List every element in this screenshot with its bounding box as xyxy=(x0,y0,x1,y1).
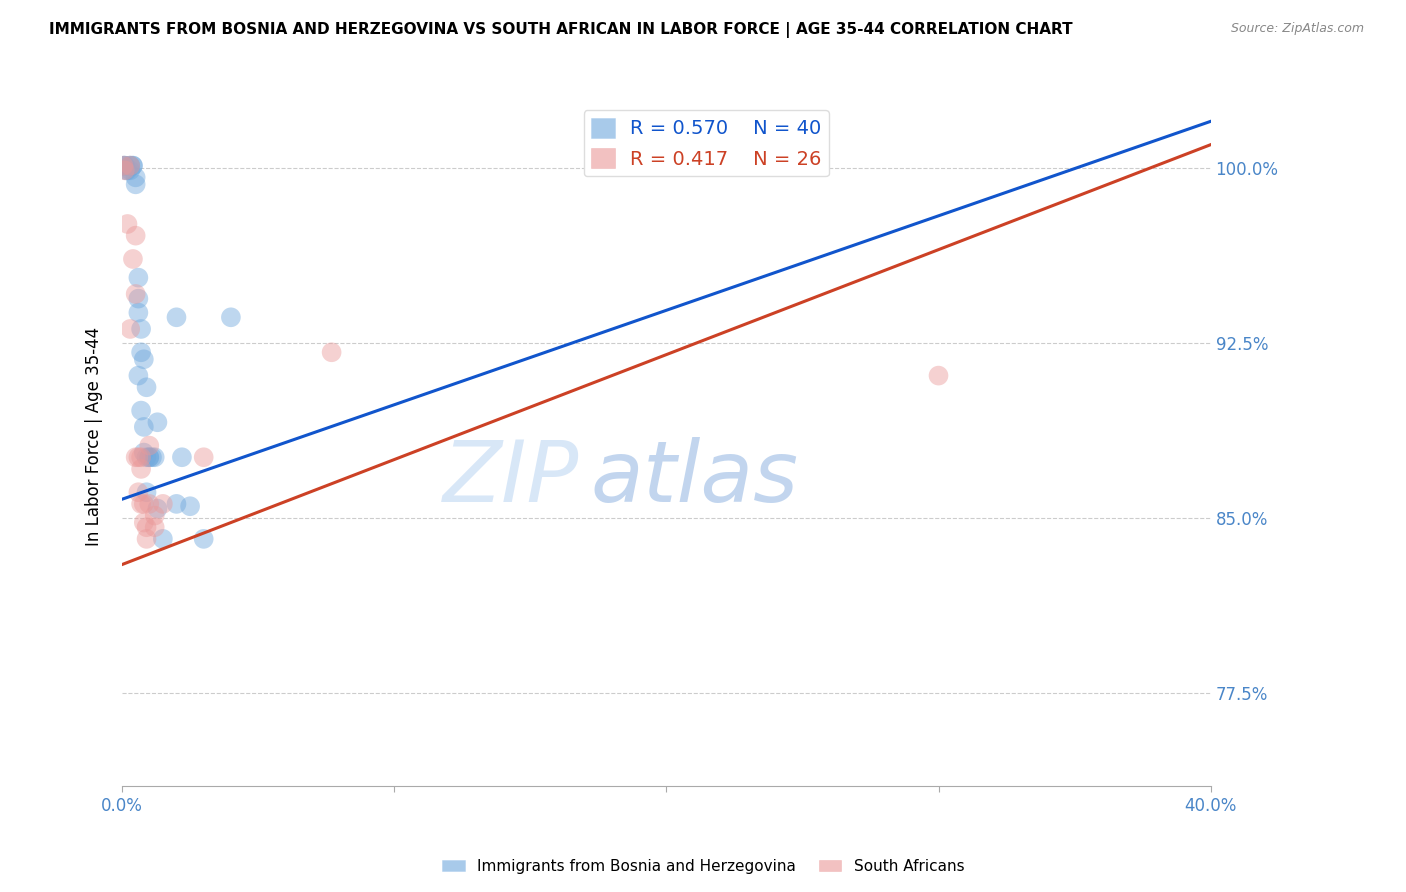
Point xyxy=(117,217,139,231)
Point xyxy=(219,310,242,325)
Point xyxy=(138,497,160,511)
Point xyxy=(120,159,142,173)
Point xyxy=(127,305,149,319)
Point xyxy=(127,450,149,465)
Point xyxy=(117,163,139,178)
Point xyxy=(132,352,155,367)
Point xyxy=(127,270,149,285)
Legend: Immigrants from Bosnia and Herzegovina, South Africans: Immigrants from Bosnia and Herzegovina, … xyxy=(436,853,970,880)
Point xyxy=(127,368,149,383)
Point xyxy=(129,450,152,465)
Point xyxy=(124,287,146,301)
Point xyxy=(135,485,157,500)
Point xyxy=(166,310,188,325)
Point xyxy=(143,450,166,465)
Point xyxy=(166,497,188,511)
Point xyxy=(141,450,163,465)
Point xyxy=(114,159,136,173)
Point xyxy=(129,345,152,359)
Point xyxy=(129,322,152,336)
Y-axis label: In Labor Force | Age 35-44: In Labor Force | Age 35-44 xyxy=(86,326,103,546)
Text: ZIP: ZIP xyxy=(443,437,579,520)
Point xyxy=(129,497,152,511)
Point xyxy=(135,380,157,394)
Point xyxy=(127,292,149,306)
Point xyxy=(152,497,174,511)
Point xyxy=(143,508,166,523)
Point xyxy=(179,500,201,514)
Point xyxy=(138,450,160,465)
Point xyxy=(112,159,135,173)
Point xyxy=(114,163,136,178)
Legend: R = 0.570    N = 40, R = 0.417    N = 26: R = 0.570 N = 40, R = 0.417 N = 26 xyxy=(583,110,830,177)
Point xyxy=(143,520,166,534)
Point xyxy=(138,450,160,465)
Point xyxy=(122,159,145,173)
Point xyxy=(193,450,215,465)
Point xyxy=(792,159,814,173)
Point xyxy=(928,368,950,383)
Point xyxy=(120,159,142,173)
Point xyxy=(132,516,155,530)
Point xyxy=(112,159,135,173)
Point xyxy=(132,420,155,434)
Point xyxy=(124,178,146,192)
Point xyxy=(122,159,145,173)
Text: Source: ZipAtlas.com: Source: ZipAtlas.com xyxy=(1230,22,1364,36)
Point xyxy=(127,485,149,500)
Point xyxy=(124,450,146,465)
Point xyxy=(129,462,152,476)
Point xyxy=(135,532,157,546)
Point xyxy=(146,501,169,516)
Point xyxy=(321,345,343,359)
Point xyxy=(132,497,155,511)
Point xyxy=(124,228,146,243)
Text: atlas: atlas xyxy=(591,437,799,520)
Point xyxy=(152,532,174,546)
Point xyxy=(135,520,157,534)
Point xyxy=(135,450,157,465)
Point xyxy=(120,322,142,336)
Point xyxy=(115,163,138,178)
Point xyxy=(146,415,169,429)
Text: IMMIGRANTS FROM BOSNIA AND HERZEGOVINA VS SOUTH AFRICAN IN LABOR FORCE | AGE 35-: IMMIGRANTS FROM BOSNIA AND HERZEGOVINA V… xyxy=(49,22,1073,38)
Point xyxy=(120,159,142,173)
Point xyxy=(193,532,215,546)
Point xyxy=(655,159,678,173)
Point xyxy=(170,450,193,465)
Point xyxy=(138,439,160,453)
Point xyxy=(120,163,142,178)
Point xyxy=(129,403,152,417)
Point xyxy=(132,445,155,459)
Point xyxy=(122,252,145,266)
Point xyxy=(124,170,146,185)
Point xyxy=(114,159,136,173)
